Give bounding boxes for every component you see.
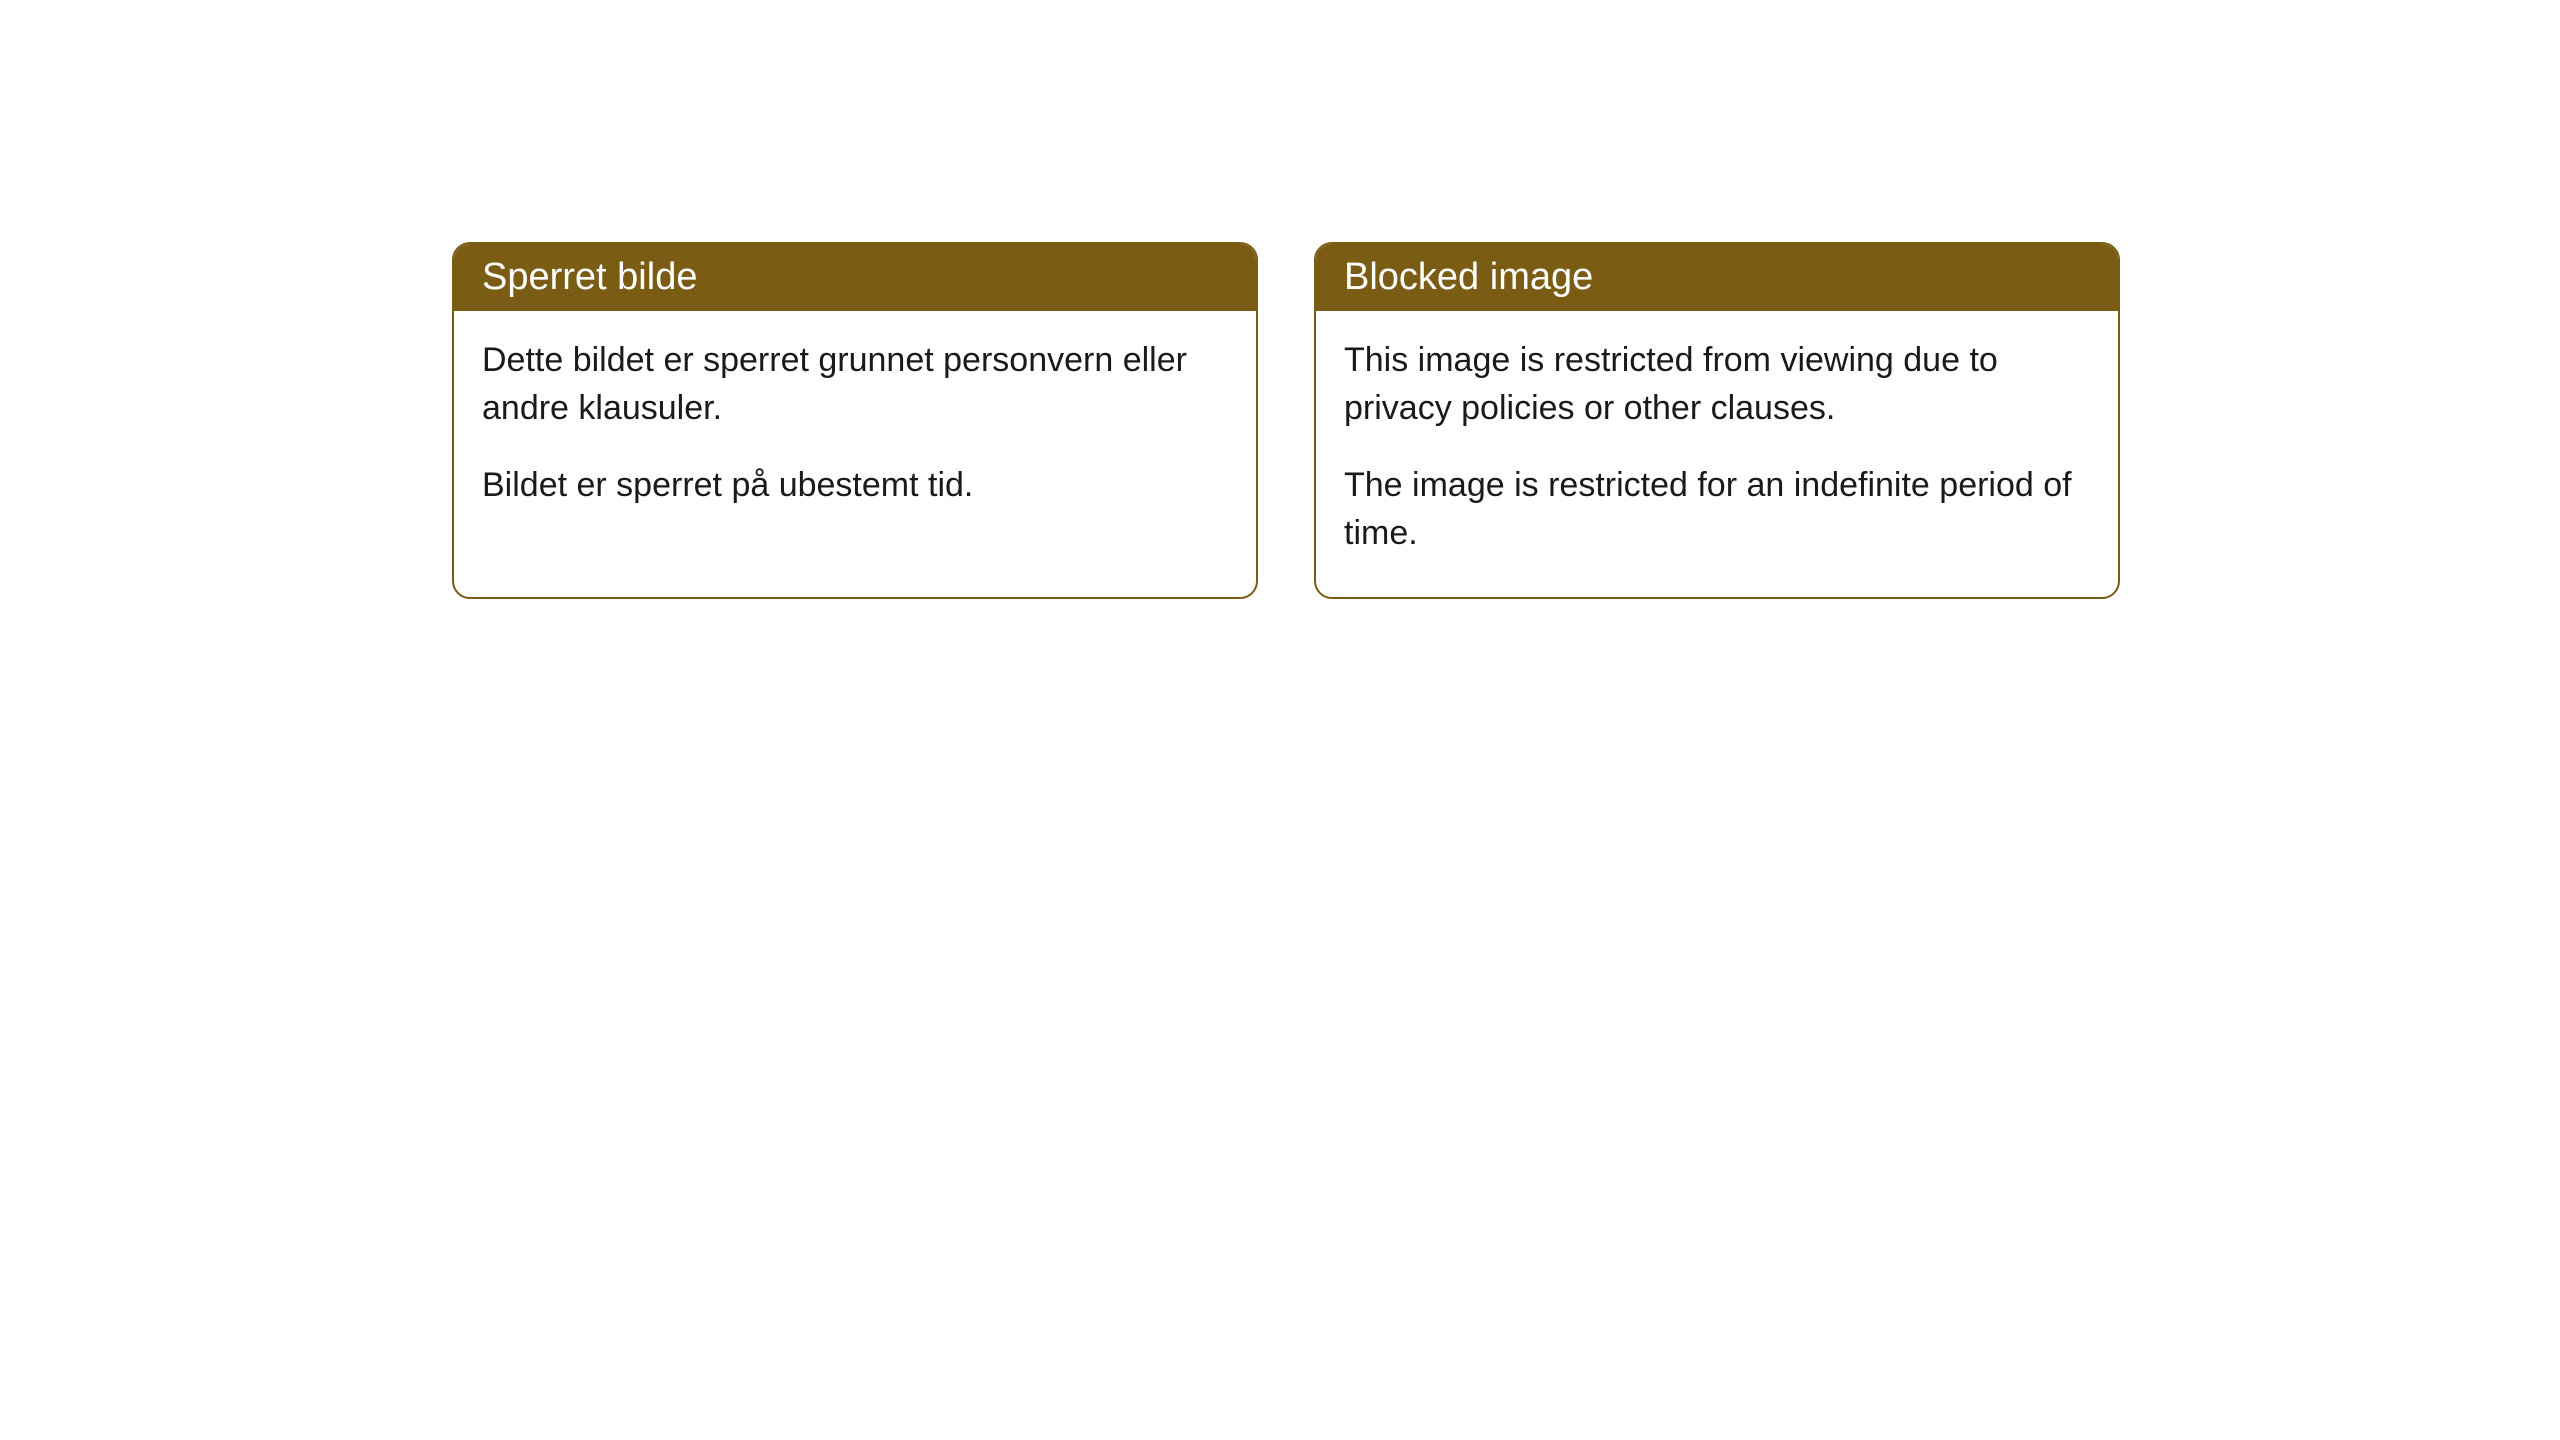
card-header-norwegian: Sperret bilde [454,244,1256,311]
notice-cards-container: Sperret bilde Dette bildet er sperret gr… [452,242,2120,599]
card-paragraph-2: The image is restricted for an indefinit… [1344,462,2090,557]
card-paragraph-2: Bildet er sperret på ubestemt tid. [482,462,1228,510]
card-body-norwegian: Dette bildet er sperret grunnet personve… [454,311,1256,550]
card-paragraph-1: Dette bildet er sperret grunnet personve… [482,337,1228,432]
card-title: Blocked image [1344,256,1593,298]
card-title: Sperret bilde [482,256,697,298]
card-header-english: Blocked image [1316,244,2118,311]
card-body-english: This image is restricted from viewing du… [1316,311,2118,597]
notice-card-english: Blocked image This image is restricted f… [1314,242,2120,599]
notice-card-norwegian: Sperret bilde Dette bildet er sperret gr… [452,242,1258,599]
card-paragraph-1: This image is restricted from viewing du… [1344,337,2090,432]
